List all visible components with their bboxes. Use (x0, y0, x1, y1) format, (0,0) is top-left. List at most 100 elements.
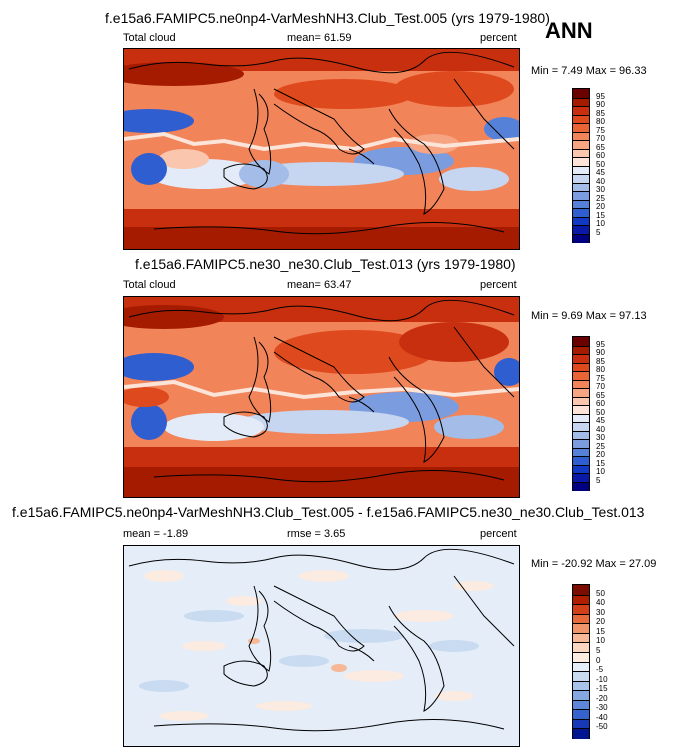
colorbar-cell (573, 131, 589, 141)
colorbar-level-label: 80 (596, 365, 605, 374)
colorbar-level-label: 10 (596, 219, 605, 228)
colorbar-level-label: 20 (596, 617, 605, 627)
colorbar-cell (573, 199, 589, 209)
colorbar-level-label: 5 (596, 645, 601, 655)
colorbar-level-label: 50 (596, 407, 605, 417)
colorbar-cell (573, 709, 589, 720)
panel2-field (124, 297, 519, 497)
colorbar-cell (573, 97, 589, 107)
panel2-variable-label: Total cloud (123, 279, 176, 291)
panel3-rmse-label: rmse = 3.65 (287, 528, 346, 540)
colorbar-level-label: 50 (596, 159, 605, 169)
panel3-colorbar (572, 584, 590, 739)
colorbar-level-label: 30 (596, 607, 605, 617)
colorbar-cell (573, 405, 589, 415)
colorbar-cell (573, 594, 589, 606)
colorbar-level-label: 60 (596, 151, 605, 160)
colorbar-level-label: 40 (596, 176, 605, 186)
colorbar-cell (573, 337, 589, 347)
colorbar-level-label: 5 (596, 475, 601, 485)
colorbar-level-label: 65 (596, 142, 605, 152)
colorbar-level-label: 65 (596, 390, 605, 400)
colorbar-level-label: 30 (596, 433, 605, 442)
colorbar-cell (573, 456, 589, 466)
panel1-variable-label: Total cloud (123, 32, 176, 44)
colorbar-level-label: 75 (596, 373, 605, 383)
panel2-map (123, 296, 520, 498)
colorbar-level-label: 85 (596, 356, 605, 366)
colorbar-level-label: 20 (596, 202, 605, 211)
season-label: ANN (545, 18, 593, 43)
colorbar-level-label: 95 (596, 91, 605, 101)
colorbar-level-label: 10 (596, 636, 605, 646)
colorbar-cell (573, 642, 589, 653)
colorbar-cell (573, 114, 589, 124)
colorbar-level-label: 90 (596, 348, 605, 357)
colorbar-cell (573, 106, 589, 116)
colorbar-level-label: 15 (596, 626, 605, 636)
panel1-colorbar (572, 88, 590, 243)
colorbar-cell (573, 651, 589, 663)
colorbar-cell (573, 481, 589, 491)
panel1-mean-label: mean= 61.59 (287, 32, 352, 44)
colorbar-cell (573, 680, 589, 692)
panel1-map (123, 48, 520, 250)
colorbar-level-label: 0 (596, 655, 601, 665)
colorbar-cell (573, 233, 589, 243)
colorbar-level-label: -30 (596, 703, 608, 713)
colorbar-level-label: 40 (596, 598, 605, 608)
colorbar-level-label: 45 (596, 168, 605, 177)
colorbar-cell (573, 464, 589, 474)
colorbar-level-label: 70 (596, 382, 605, 391)
colorbar-cell (573, 413, 589, 423)
colorbar-level-label: 40 (596, 424, 605, 434)
colorbar-level-label: -50 (596, 722, 608, 732)
panel1-units-label: percent (480, 32, 517, 44)
panel2-units-label: percent (480, 279, 517, 291)
colorbar-cell (573, 208, 589, 218)
colorbar-level-label: 15 (596, 458, 605, 468)
colorbar-level-label: 45 (596, 416, 605, 425)
colorbar-cell (573, 604, 589, 615)
colorbar-level-label: 90 (596, 100, 605, 109)
panel1-minmax-label: Min = 7.49 Max = 96.33 (531, 65, 647, 77)
colorbar-level-label: 20 (596, 450, 605, 459)
colorbar-level-label: -20 (596, 693, 608, 703)
colorbar-cell (573, 585, 589, 596)
panel2-title: f.e15a6.FAMIPC5.ne30_ne30.Club_Test.013 … (135, 256, 516, 272)
panel3-map (123, 545, 520, 747)
colorbar-cell (573, 157, 589, 167)
colorbar-cell (573, 371, 589, 381)
colorbar-level-label: 5 (596, 227, 601, 237)
colorbar-cell (573, 671, 589, 682)
colorbar-cell (573, 174, 589, 184)
colorbar-cell (573, 123, 589, 133)
colorbar-level-label: 60 (596, 399, 605, 408)
colorbar-cell (573, 165, 589, 175)
panel3-title: f.e15a6.FAMIPC5.ne0np4-VarMeshNH3.Club_T… (12, 504, 645, 520)
colorbar-level-label: -10 (596, 674, 608, 684)
colorbar-level-label: 10 (596, 467, 605, 476)
panel3-units-label: percent (480, 528, 517, 540)
colorbar-level-label: 50 (596, 588, 605, 598)
panel1-title: f.e15a6.FAMIPC5.ne0np4-VarMeshNH3.Club_T… (105, 10, 550, 26)
colorbar-cell (573, 362, 589, 372)
colorbar-cell (573, 632, 589, 644)
colorbar-level-label: 25 (596, 193, 605, 203)
colorbar-level-label: -5 (596, 665, 604, 675)
colorbar-cell (573, 354, 589, 364)
colorbar-cell (573, 718, 589, 730)
colorbar-cell (573, 216, 589, 226)
panel2-colorbar (572, 336, 590, 491)
colorbar-cell (573, 388, 589, 398)
colorbar-cell (573, 447, 589, 457)
panel3-minmax-label: Min = -20.92 Max = 27.09 (531, 558, 657, 570)
colorbar-cell (573, 191, 589, 201)
colorbar-cell (573, 728, 589, 739)
colorbar-level-label: 80 (596, 117, 605, 126)
panel3-field (124, 546, 519, 746)
colorbar-cell (573, 613, 589, 625)
colorbar-cell (573, 623, 589, 634)
panel2-mean-label: mean= 63.47 (287, 279, 352, 291)
panel3-mean-label: mean = -1.89 (123, 528, 189, 540)
